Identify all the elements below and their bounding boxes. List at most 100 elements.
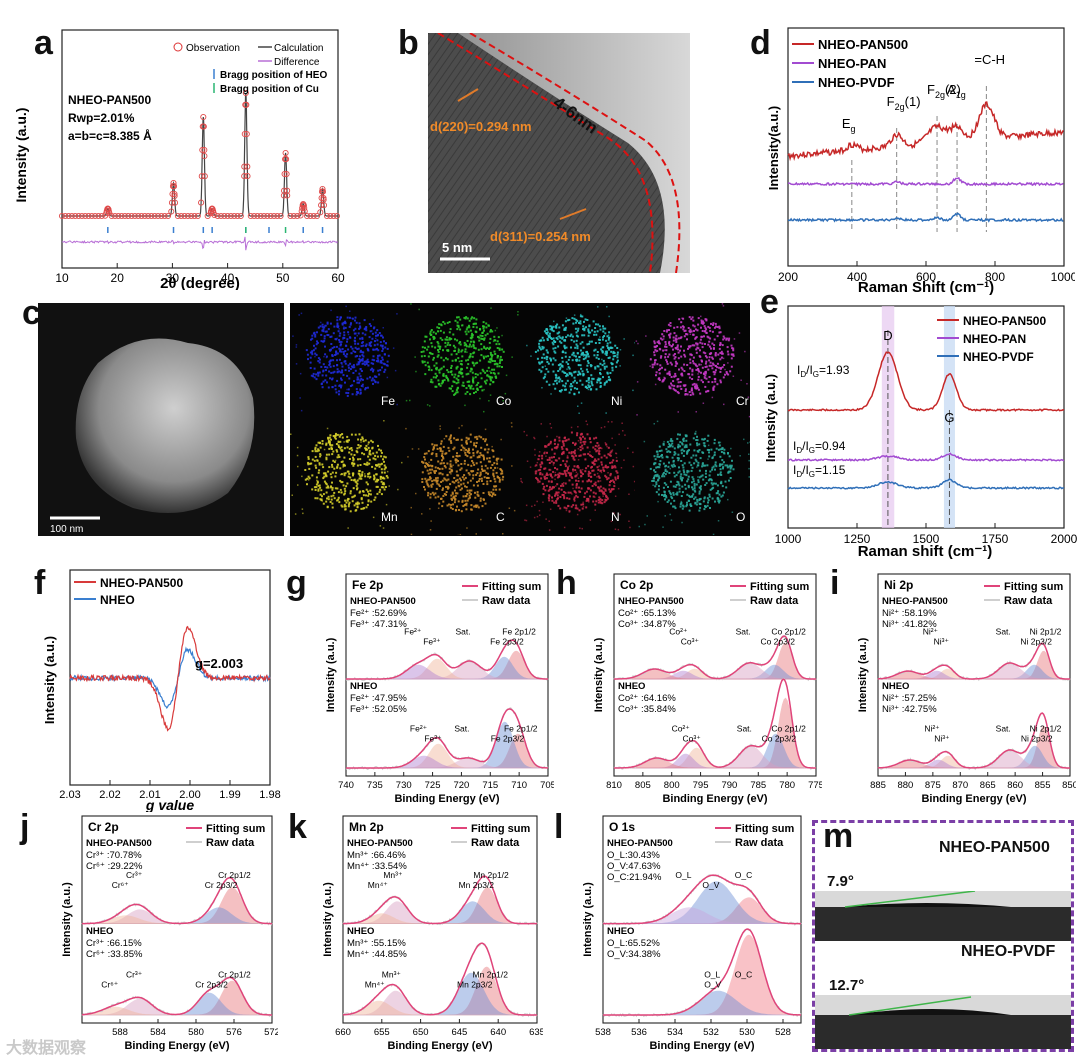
observation-point <box>82 212 89 220</box>
fitting-sum-line <box>614 678 816 769</box>
hrtem-image: 4-6nm d(220)=0.294 nm d(311)=0.254 nm 5 … <box>428 33 690 273</box>
observation-point <box>154 212 162 220</box>
x-axis-label: Binding Energy (eV) <box>124 1040 229 1052</box>
y-axis-label: Intensity (a.u.) <box>857 637 869 712</box>
observation-point <box>231 212 238 220</box>
valence-ratio: Fe²⁺ :52.69% <box>350 608 407 619</box>
observation-point <box>98 212 105 220</box>
peak-label: Mn 2p3/2 <box>459 880 495 890</box>
valence-ratio: Co³⁺ :34.87% <box>618 619 676 630</box>
x-axis-label: Binding Energy (eV) <box>394 793 499 805</box>
valence-ratio: Fe³⁺ :47.31% <box>350 619 407 630</box>
sample-name: NHEO <box>607 926 634 937</box>
panel-label-d: d <box>750 24 771 62</box>
observation-point <box>301 208 308 215</box>
legend-observation: Observation <box>186 43 240 54</box>
observation-point <box>320 194 327 202</box>
eds-map-mn: Mn <box>290 420 403 529</box>
valence-ratio: Fe³⁺ :52.05% <box>350 704 407 715</box>
g-band-label: G <box>944 410 954 425</box>
observation-point <box>78 212 85 220</box>
scale-bar-label: 100 nm <box>50 524 83 535</box>
x-tick-label: 2.00 <box>179 789 200 801</box>
valence-ratio: Cr⁶⁺ :29.22% <box>86 861 143 872</box>
lattice-constant: a=b=c=8.385 Å <box>68 128 152 143</box>
difference-line <box>61 236 339 251</box>
sample-name: NHEO-PAN500 <box>618 596 684 607</box>
legend-raw-data: Raw data <box>471 837 520 849</box>
peak-label: Cr⁶⁺ <box>101 980 118 990</box>
observation-point <box>333 212 340 220</box>
observation-point <box>65 212 72 220</box>
fitting-sum-line <box>346 708 549 769</box>
particle <box>75 338 255 513</box>
eds-element-label: Cr <box>736 394 749 408</box>
observation-point <box>284 187 291 194</box>
legend-label-0: NHEO-PAN500 <box>963 314 1046 328</box>
x-axis-label: 2θ (degree) <box>160 275 240 290</box>
observation-point <box>58 212 66 220</box>
fit-component <box>614 753 816 769</box>
observation-point <box>260 212 268 220</box>
eds-element-label: O <box>736 510 745 524</box>
x-tick-label: 875 <box>925 780 941 791</box>
observation-point <box>198 199 205 206</box>
legend-fitting-sum: Fitting sum <box>482 581 541 593</box>
x-tick-label: 536 <box>631 1027 647 1038</box>
eds-map-o: O <box>638 420 750 535</box>
peak-label: Eg <box>842 116 856 134</box>
fitting-sum-line <box>82 976 272 1016</box>
panel-label-e: e <box>760 283 779 321</box>
g-value-annotation: g=2.003 <box>195 656 243 671</box>
x-tick-label: 588 <box>112 1027 128 1038</box>
valence-ratio: Mn³⁺ :66.46% <box>347 850 406 861</box>
peak-label: Cr 2p1/2 <box>218 870 251 880</box>
peak-label: Cr 2p3/2 <box>195 980 228 990</box>
peak-label: F2g(1) <box>887 94 921 112</box>
observation-point <box>158 212 165 220</box>
observation-point <box>234 212 241 220</box>
observation-point <box>330 212 337 220</box>
observation-point <box>201 152 208 160</box>
observation-point <box>194 212 201 220</box>
peak-label: Cr 2p1/2 <box>218 970 251 980</box>
valence-ratio: O_C:21.94% <box>607 872 662 883</box>
observation-point <box>310 212 317 220</box>
core-level-title: Fe 2p <box>352 578 383 592</box>
x-tick-label: 400 <box>847 270 867 284</box>
peak-label: Sat. <box>996 627 1011 637</box>
panel-label-l: l <box>554 808 564 846</box>
x-tick-label: 805 <box>635 780 651 791</box>
observation-point <box>283 170 290 178</box>
x-tick-label: 530 <box>739 1027 755 1038</box>
x-tick-label: 785 <box>750 780 766 791</box>
legend-label-2: NHEO-PVDF <box>818 75 895 90</box>
panel-label-c: c <box>22 294 41 332</box>
peak-label: O_V <box>704 980 721 990</box>
peak-label: Co³⁺ <box>683 734 702 744</box>
sample-label-pan500: NHEO-PAN500 <box>939 839 1050 856</box>
x-tick-label: 1250 <box>844 532 871 546</box>
x-tick-label: 855 <box>1035 780 1051 791</box>
observation-point <box>313 212 321 220</box>
peak-label: Co²⁺ <box>669 627 688 637</box>
observation-point <box>111 212 119 220</box>
valence-ratio: Ni²⁺ :57.25% <box>882 693 937 704</box>
d-band-label: D <box>883 328 892 343</box>
fit-component <box>343 990 537 1016</box>
observation-point <box>243 101 250 108</box>
valence-ratio: O_L:65.52% <box>607 938 660 949</box>
plot-frame <box>877 573 1071 777</box>
sample-name: NHEO-PAN500 <box>347 838 413 849</box>
sample-label-pvdf: NHEO-PVDF <box>961 943 1056 960</box>
legend-raw-data: Raw data <box>1004 595 1053 607</box>
valence-ratio: Cr⁶⁺ :33.85% <box>86 949 143 960</box>
observation-point <box>320 202 328 209</box>
legend-label-0: NHEO-PAN500 <box>818 37 908 52</box>
observation-point <box>68 212 75 220</box>
observation-point <box>191 212 198 220</box>
x-tick-label: 795 <box>693 780 709 791</box>
eds-map-ni: Ni <box>526 306 635 414</box>
x-axis-label: Raman Shift (cm⁻¹) <box>858 279 994 296</box>
